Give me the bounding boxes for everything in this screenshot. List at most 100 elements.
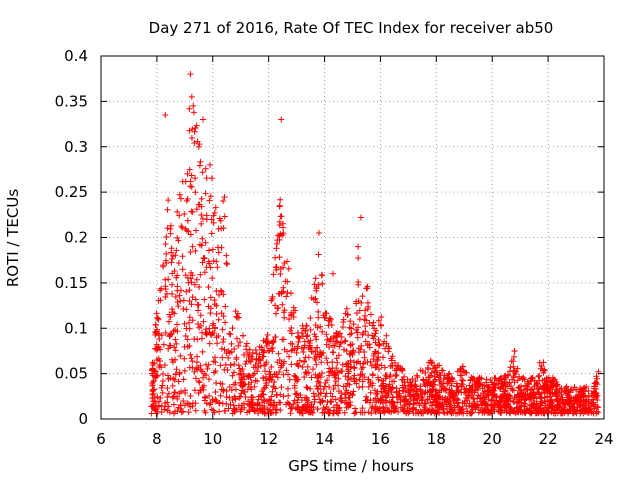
y-tick-label: 0.15 [55, 274, 88, 292]
data-point [341, 338, 348, 345]
data-point [312, 357, 319, 364]
data-point [322, 406, 329, 413]
data-point [214, 244, 221, 251]
data-point [212, 204, 219, 211]
data-point [295, 362, 302, 369]
data-point [574, 400, 581, 407]
y-tick-labels: 0 0.05 0.1 0.15 0.2 0.25 0.3 0.35 0.4 [55, 47, 88, 428]
data-point [485, 391, 492, 398]
data-point [192, 296, 199, 303]
data-point [262, 361, 269, 368]
data-point [233, 354, 240, 361]
data-point [389, 362, 396, 369]
data-point [300, 348, 307, 355]
data-point [544, 379, 551, 386]
data-point [548, 408, 555, 415]
data-point [254, 378, 261, 385]
data-point [223, 393, 230, 400]
data-point [553, 393, 560, 400]
data-point [316, 379, 323, 386]
data-point [213, 310, 220, 317]
data-point [537, 365, 544, 372]
data-point [186, 314, 193, 321]
data-point [379, 382, 386, 389]
data-point [348, 375, 355, 382]
data-point [168, 281, 175, 288]
data-point [361, 348, 368, 355]
data-point [287, 340, 294, 347]
grid [101, 56, 604, 419]
data-point [312, 348, 319, 355]
data-point [228, 340, 235, 347]
data-point [493, 394, 500, 401]
data-point [187, 403, 194, 410]
data-point [278, 116, 285, 123]
data-point [359, 383, 366, 390]
data-point [475, 392, 482, 399]
data-point [206, 197, 213, 204]
data-point [229, 372, 236, 379]
data-point [375, 336, 382, 343]
data-point [372, 364, 379, 371]
data-point [559, 394, 566, 401]
x-tick-label: 16 [371, 430, 390, 448]
data-point [176, 191, 183, 198]
data-point [270, 384, 277, 391]
data-point [293, 349, 300, 356]
data-point [225, 348, 232, 355]
data-point [274, 374, 281, 381]
data-point [187, 351, 194, 358]
data-point [236, 365, 243, 372]
data-point [196, 201, 203, 208]
data-point [334, 359, 341, 366]
data-point [180, 398, 187, 404]
data-point [191, 281, 198, 288]
data-point [488, 392, 495, 399]
data-point [264, 338, 271, 345]
data-point [172, 336, 179, 343]
data-point [246, 372, 253, 379]
data-point [347, 318, 354, 325]
data-point [346, 324, 353, 331]
x-tick-label: 22 [539, 430, 558, 448]
data-point [506, 404, 513, 411]
data-point [185, 409, 192, 416]
data-point [294, 343, 301, 350]
data-point [406, 387, 413, 394]
y-tick-label: 0.05 [55, 365, 88, 383]
data-point [177, 353, 184, 360]
data-point [292, 307, 299, 314]
data-point [177, 402, 184, 409]
data-point [284, 385, 291, 392]
data-point [269, 348, 276, 355]
data-point [276, 232, 283, 239]
data-point [160, 371, 167, 378]
data-point [466, 400, 473, 407]
data-point [496, 398, 503, 405]
data-point [281, 314, 288, 321]
data-point [289, 347, 296, 354]
data-point [414, 374, 421, 381]
data-point [219, 354, 226, 361]
data-point [189, 243, 196, 250]
data-point [279, 232, 286, 239]
data-point [581, 388, 588, 395]
data-point [183, 306, 190, 313]
data-point [341, 409, 348, 416]
data-point [528, 375, 535, 382]
data-point [188, 172, 195, 179]
data-point [313, 336, 320, 343]
data-point [187, 249, 194, 256]
data-point [212, 325, 219, 332]
data-point [544, 393, 551, 400]
data-point [227, 401, 234, 408]
data-point [385, 390, 392, 397]
data-point [469, 391, 476, 398]
data-point [156, 357, 163, 364]
data-point [252, 347, 259, 354]
data-point [172, 371, 179, 378]
data-point [540, 369, 547, 376]
data-point [160, 341, 167, 348]
data-point [510, 387, 517, 394]
data-point [283, 258, 290, 265]
